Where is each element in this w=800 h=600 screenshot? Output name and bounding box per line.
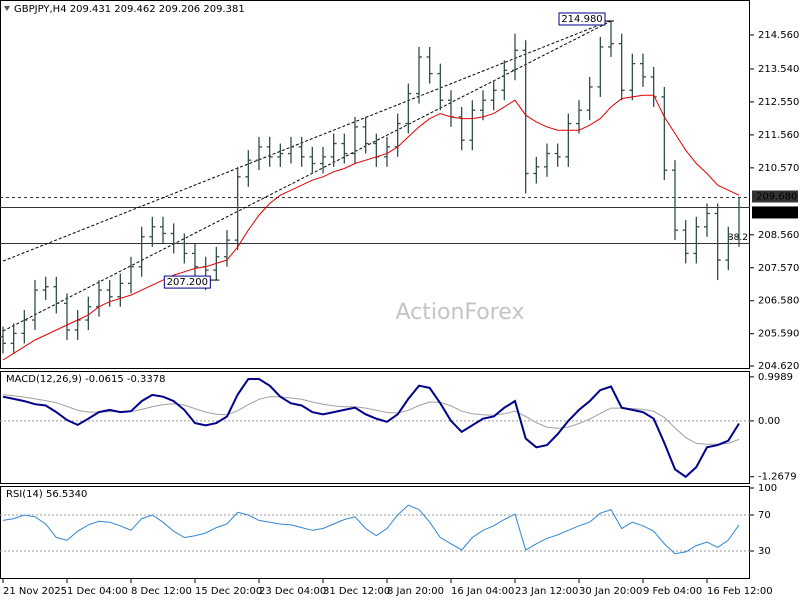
rsi-line [2,504,740,555]
x-tick-label: 31 Dec 12:00 [323,586,390,597]
x-tick-label: 9 Feb 04:00 [643,586,702,597]
watermark: ActionForex [396,300,525,325]
y-tick-label: 100 [758,483,777,494]
moving-average [2,94,740,361]
x-tick-label: 1 Dec 04:00 [67,586,128,597]
x-tick-label: 8 Jan 20:00 [387,586,444,597]
macd-pane [0,371,750,484]
price-label: 209.680 [756,191,797,202]
y-tick-label: 211.560 [758,130,799,141]
y-tick-label: 207.570 [758,263,799,274]
x-tick-label: 21 Nov 2025 [3,586,67,597]
annotation-box [558,12,606,26]
y-tick-label: 210.570 [758,163,799,174]
x-tick-label: 23 Jan 12:00 [515,586,578,597]
y-tick-label: 204.620 [758,361,799,372]
title-icon [4,6,10,11]
y-tick-label: 212.550 [758,97,799,108]
trendline [2,19,612,262]
annotation-label: 207.200 [167,277,208,288]
y-tick-label: 206.580 [758,296,799,307]
price-label: 209.381 [756,207,797,218]
macd-title: MACD(12,26,9) -0.0615 -0.3378 [6,374,166,385]
rsi-pane [0,486,750,579]
rsi-title: RSI(14) 56.5340 [6,489,87,500]
macd-line [2,378,740,479]
x-tick-label: 16 Feb 12:00 [707,586,773,597]
y-tick-label: -1.2679 [758,472,797,483]
price-label-box [752,206,798,219]
annotation-label: 214.980 [561,14,602,25]
fib-label: 38.2 [728,233,748,243]
x-tick-label: 16 Jan 04:00 [451,586,514,597]
y-tick-label: 0.9989 [758,372,793,383]
y-tick-label: 208.560 [758,230,799,241]
x-tick-label: 15 Dec 20:00 [195,586,262,597]
x-tick-label: 23 Dec 04:00 [259,586,326,597]
trendline [2,20,612,332]
y-tick-label: 213.540 [758,64,799,75]
y-tick-label: 70 [758,510,771,521]
x-tick-label: 8 Dec 12:00 [131,586,192,597]
y-tick-label: 30 [758,546,771,557]
annotation-box [163,275,211,289]
signal-line [2,394,740,445]
price-label-box [752,190,798,203]
y-tick-label: 214.560 [758,30,799,41]
chart-title: GBPJPY,H4 209.431 209.462 209.206 209.38… [14,4,245,15]
x-tick-label: 30 Jan 20:00 [579,586,642,597]
y-tick-label: 205.590 [758,329,799,340]
y-tick-label: 0.00 [758,416,780,427]
price-pane [0,0,750,369]
